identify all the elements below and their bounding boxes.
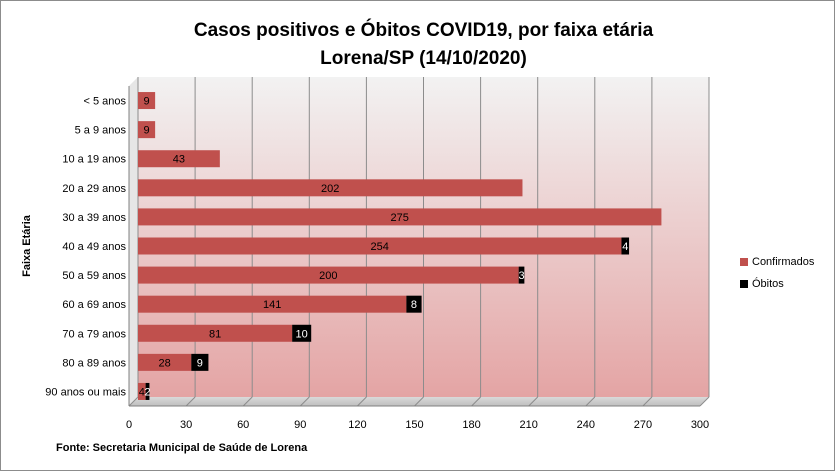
y-tick-label: 60 a 69 anos (62, 299, 126, 311)
data-label-obitos: 8 (411, 299, 417, 311)
y-axis-title: Faixa Etária (21, 215, 33, 277)
source-note: Fonte: Secretaria Municipal de Saúde de … (56, 442, 308, 454)
bar-confirmados (138, 179, 523, 197)
data-label-obitos: 4 (622, 241, 628, 253)
x-gridline-floor (185, 396, 196, 407)
data-label-confirmados: 202 (321, 183, 339, 195)
legend-item-confirmados: Confirmados (740, 251, 814, 273)
bar-confirmados (138, 266, 519, 284)
bar-obitos (518, 266, 525, 284)
chart-title-line-1: Casos positivos e Óbitos COVID19, por fa… (193, 20, 654, 41)
x-gridline-floor (585, 396, 596, 407)
x-tick-label: 30 (180, 419, 192, 431)
x-tick-label: 300 (691, 419, 709, 431)
legend-label: Óbitos (752, 278, 784, 290)
data-label-confirmados: 81 (209, 328, 221, 340)
legend-label: Confirmados (752, 256, 815, 268)
legend-swatch (740, 258, 748, 266)
plot-side-wall (129, 77, 138, 406)
data-label-obitos: 10 (296, 328, 308, 340)
data-label-obitos: 3 (518, 270, 524, 282)
x-gridline-floor (242, 396, 253, 407)
data-label-obitos: 2 (144, 386, 150, 398)
bar-obitos (621, 237, 630, 255)
legend-swatch (740, 280, 748, 288)
y-tick-label: 20 a 29 anos (62, 183, 126, 195)
legend: Confirmados Óbitos (740, 251, 814, 295)
bar-obitos (145, 382, 150, 400)
bar-confirmados (138, 353, 192, 371)
y-tick-label: 5 a 9 anos (75, 125, 127, 137)
y-tick-label: 10 a 19 anos (62, 154, 126, 166)
data-label-obitos: 9 (197, 357, 203, 369)
y-tick-label: 80 a 89 anos (62, 357, 126, 369)
x-tick-label: 150 (405, 419, 423, 431)
chart-title-line-2: Lorena/SP (14/10/2020) (320, 48, 527, 69)
data-label-confirmados: 200 (319, 270, 337, 282)
bar-confirmados (138, 295, 407, 313)
x-tick-label: 0 (126, 419, 132, 431)
data-label-confirmados: 9 (144, 96, 150, 108)
x-gridline-floor (528, 396, 539, 407)
x-tick-label: 90 (294, 419, 306, 431)
x-gridline-floor (414, 396, 424, 407)
bar-confirmados (138, 382, 146, 400)
x-gridline-floor (357, 396, 367, 407)
x-tick-label: 60 (237, 419, 249, 431)
y-tick-label: < 5 anos (83, 96, 126, 108)
data-label-confirmados: 141 (263, 299, 281, 311)
x-tick-label: 240 (577, 419, 595, 431)
x-gridline-floor (299, 396, 310, 407)
data-label-confirmados: 254 (371, 241, 389, 253)
x-gridline-floor (128, 396, 139, 407)
bar-confirmados (138, 237, 622, 255)
y-tick-label: 50 a 59 anos (62, 270, 126, 282)
x-gridline-floor (699, 396, 710, 407)
y-tick-label: 90 anos ou mais (45, 386, 126, 398)
chart-title: Casos positivos e Óbitos COVID19, por fa… (1, 17, 835, 73)
data-label-confirmados: 4 (139, 386, 145, 398)
y-tick-label: 40 a 49 anos (62, 241, 126, 253)
x-tick-label: 180 (462, 419, 480, 431)
x-tick-label: 270 (634, 419, 652, 431)
bar-obitos (191, 353, 209, 371)
bar-confirmados (138, 324, 293, 342)
bar-confirmados (138, 92, 156, 110)
data-label-confirmados: 275 (391, 212, 409, 224)
x-tick-label: 120 (348, 419, 366, 431)
x-gridline-floor (471, 396, 481, 407)
x-gridline-floor (642, 396, 653, 407)
data-label-confirmados: 43 (173, 154, 185, 166)
x-tick-label: 210 (520, 419, 538, 431)
legend-item-obitos: Óbitos (740, 273, 814, 295)
bar-obitos (406, 295, 422, 313)
y-tick-label: 70 a 79 anos (62, 328, 126, 340)
bar-confirmados (138, 208, 662, 226)
data-label-confirmados: 28 (159, 357, 171, 369)
y-tick-label: 30 a 39 anos (62, 212, 126, 224)
bar-obitos (292, 324, 312, 342)
bar-confirmados (138, 150, 220, 168)
bar-confirmados (138, 121, 156, 139)
data-label-confirmados: 9 (144, 125, 150, 137)
